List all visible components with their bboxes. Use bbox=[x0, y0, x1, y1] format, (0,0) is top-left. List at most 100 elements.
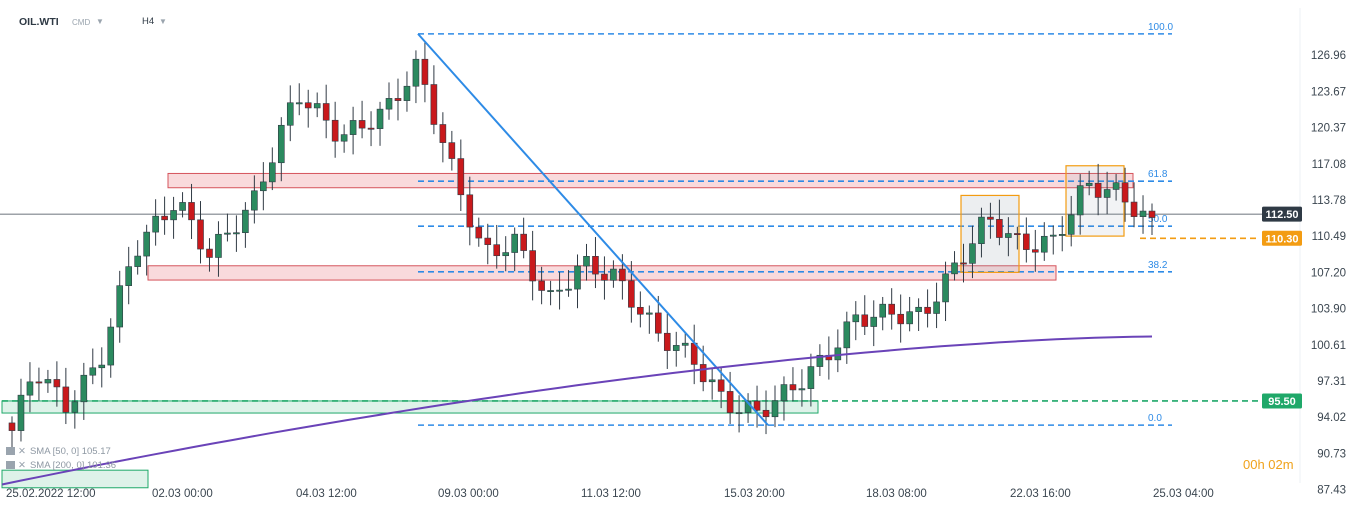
candle-countdown-timer: 00h 02m bbox=[1243, 457, 1294, 472]
bearish-candle bbox=[762, 409, 770, 418]
bullish-candle bbox=[242, 209, 249, 234]
bearish-candle bbox=[439, 124, 447, 143]
bullish-candle bbox=[879, 303, 887, 318]
timeframe-dropdown-icon[interactable]: ▼ bbox=[159, 17, 167, 26]
bearish-candle bbox=[654, 312, 662, 334]
bearish-candle bbox=[726, 391, 734, 413]
bullish-candle bbox=[771, 400, 779, 418]
bullish-candle bbox=[233, 232, 240, 235]
instrument-type-label[interactable]: CMD bbox=[72, 18, 91, 27]
orange-level-tag-bg bbox=[1262, 230, 1302, 246]
support-level-tag-bg bbox=[1262, 393, 1302, 409]
bullish-candle bbox=[942, 273, 949, 303]
x-tick-label: 02.03 00:00 bbox=[152, 488, 213, 500]
bullish-candle bbox=[1103, 189, 1111, 198]
timeframe-label[interactable]: H4 bbox=[142, 16, 155, 27]
bearish-candle bbox=[35, 381, 43, 384]
bullish-candle bbox=[44, 379, 52, 384]
bearish-candle bbox=[304, 102, 312, 109]
fib-level-label: 100.0 bbox=[1148, 22, 1173, 33]
bearish-candle bbox=[717, 379, 725, 392]
bearish-candle bbox=[448, 142, 456, 159]
y-tick-label: 97.31 bbox=[1317, 376, 1346, 388]
bullish-candle bbox=[852, 314, 860, 323]
settings-icon[interactable] bbox=[6, 447, 15, 455]
bullish-candle bbox=[170, 210, 177, 221]
bullish-candle bbox=[547, 290, 554, 292]
sma50-legend-label: SMA [50, 0] 105.17 bbox=[29, 446, 111, 457]
bullish-candle bbox=[574, 265, 581, 290]
bearish-candle bbox=[960, 262, 967, 265]
bullish-candle bbox=[870, 316, 878, 327]
bullish-candle bbox=[933, 301, 940, 314]
bullish-candle bbox=[251, 190, 258, 211]
orange-level-tag: 110.30 bbox=[1262, 230, 1302, 246]
y-tick-label: 90.73 bbox=[1317, 448, 1346, 460]
bearish-candle bbox=[637, 306, 644, 315]
bullish-candle bbox=[735, 412, 743, 415]
orange-level-tag-text: 110.30 bbox=[1265, 233, 1298, 245]
y-tick-label: 113.78 bbox=[1312, 195, 1346, 207]
remove-icon[interactable]: ✕ bbox=[18, 460, 26, 471]
bearish-candle bbox=[1094, 182, 1102, 198]
x-tick-label: 25.03 04:00 bbox=[1153, 488, 1214, 500]
bearish-candle bbox=[897, 313, 904, 325]
bullish-candle bbox=[1049, 234, 1057, 237]
bearish-candle bbox=[206, 248, 213, 258]
sma200-line bbox=[1, 335, 1153, 486]
sma200-legend: ✕ SMA [200, 0] 101.36 bbox=[6, 460, 116, 471]
x-tick-label: 25.02.2022 12:00 bbox=[6, 488, 96, 500]
bullish-candle bbox=[385, 98, 393, 110]
bearish-candle bbox=[367, 127, 375, 130]
x-tick-label: 18.03 08:00 bbox=[866, 488, 927, 500]
bullish-candle bbox=[798, 388, 806, 391]
bearish-candle bbox=[628, 280, 635, 308]
bullish-candle bbox=[1076, 185, 1084, 216]
bullish-candle bbox=[834, 347, 842, 361]
bullish-candle bbox=[98, 364, 106, 369]
bearish-candle bbox=[394, 98, 402, 101]
bullish-candle bbox=[143, 231, 150, 257]
bullish-candle bbox=[556, 289, 563, 292]
bearish-candle bbox=[1130, 201, 1138, 217]
bearish-candle bbox=[1148, 210, 1156, 218]
bullish-candle bbox=[260, 181, 267, 192]
bullish-candle bbox=[403, 85, 411, 101]
bullish-candle bbox=[565, 288, 572, 291]
bullish-candle bbox=[646, 312, 653, 315]
bullish-candle bbox=[1005, 233, 1012, 238]
bearish-candle bbox=[753, 400, 761, 411]
bearish-candle bbox=[663, 332, 671, 351]
y-tick-label: 103.90 bbox=[1311, 304, 1346, 316]
bearish-candle bbox=[62, 386, 70, 413]
bearish-candle bbox=[601, 273, 608, 281]
x-tick-label: 09.03 00:00 bbox=[438, 488, 499, 500]
bullish-candle bbox=[80, 374, 88, 403]
current-price-tag-text: 112.50 bbox=[1265, 209, 1298, 221]
bullish-candle bbox=[583, 256, 590, 267]
symbol-label[interactable]: OIL.WTI bbox=[19, 16, 59, 28]
y-tick-label: 87.43 bbox=[1317, 485, 1346, 497]
x-tick-label: 22.03 16:00 bbox=[1010, 488, 1071, 500]
remove-icon[interactable]: ✕ bbox=[18, 446, 26, 457]
bearish-candle bbox=[987, 216, 994, 220]
bearish-candle bbox=[322, 103, 330, 121]
x-tick-label: 04.03 12:00 bbox=[296, 488, 357, 500]
bullish-candle bbox=[269, 162, 276, 183]
bullish-candle bbox=[951, 262, 958, 275]
settings-icon[interactable] bbox=[6, 461, 15, 469]
bullish-candle bbox=[17, 394, 25, 431]
fib-level-label: 0.0 bbox=[1148, 413, 1162, 424]
bearish-candle bbox=[996, 219, 1003, 238]
bullish-candle bbox=[511, 233, 518, 253]
bearish-candle bbox=[475, 226, 483, 239]
bullish-candle bbox=[107, 326, 115, 366]
bullish-candle bbox=[286, 102, 294, 126]
instrument-type-dropdown-icon[interactable]: ▼ bbox=[96, 17, 104, 26]
bullish-candle bbox=[1040, 235, 1048, 253]
bearish-candle bbox=[188, 202, 195, 221]
y-tick-label: 126.96 bbox=[1311, 50, 1346, 62]
bearish-candle bbox=[53, 379, 61, 388]
